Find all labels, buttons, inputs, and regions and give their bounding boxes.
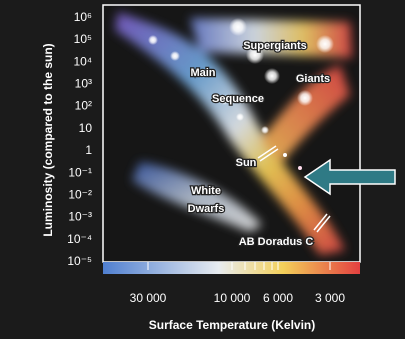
x-axis-title: Surface Temperature (Kelvin) — [149, 318, 316, 332]
x-tick-label: 3 000 — [315, 291, 345, 305]
label: Dwarfs — [188, 203, 225, 215]
y-tick-label: 10⁶ — [74, 10, 92, 24]
label: Main — [190, 67, 215, 79]
x-tick-label: 10 000 — [214, 291, 251, 305]
y-tick-label: 10⁵ — [74, 32, 92, 46]
x-tick-label: 30 000 — [130, 291, 167, 305]
y-tick-label: 10 — [79, 121, 93, 135]
label: Supergiants — [243, 40, 307, 52]
x-tick-label: 6 000 — [263, 291, 293, 305]
y-tick-label: 10⁻⁴ — [67, 232, 92, 246]
y-tick-label: 10⁻² — [68, 187, 92, 201]
y-axis-title: Luminosity (compared to the sun) — [41, 43, 55, 236]
label: White — [191, 185, 221, 197]
y-tick-label: 10⁴ — [73, 54, 92, 68]
stars — [148, 18, 334, 170]
y-tick-label: 1 — [85, 143, 92, 157]
x-ticks — [147, 262, 331, 270]
y-tick-label: 10⁻¹ — [68, 165, 92, 179]
label: AB Doradus C — [239, 236, 314, 248]
label: Giants — [296, 73, 330, 85]
label: Sequence — [212, 93, 264, 105]
y-tick-label: 10⁻³ — [68, 210, 92, 224]
y-tick-label: 10⁻⁵ — [67, 254, 92, 268]
y-tick-label: 10³ — [75, 77, 92, 91]
label: Sun — [236, 157, 257, 169]
arrow — [303, 158, 396, 196]
y-tick-label: 10² — [75, 99, 92, 113]
